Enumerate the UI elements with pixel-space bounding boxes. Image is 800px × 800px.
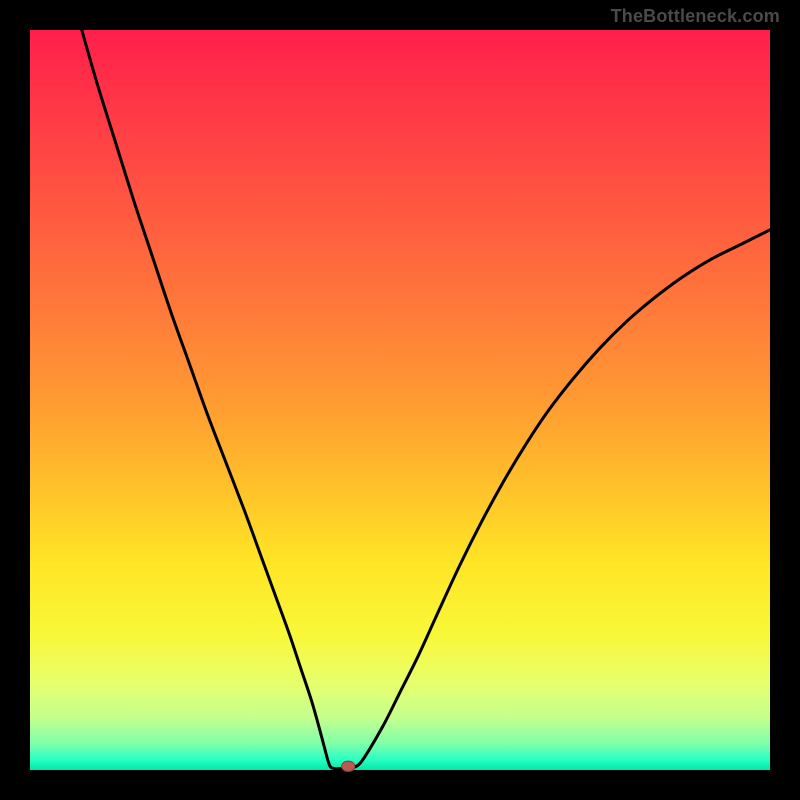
optimum-marker bbox=[342, 761, 355, 771]
bottleneck-chart bbox=[0, 0, 800, 800]
gradient-background bbox=[30, 30, 770, 770]
plot-area bbox=[30, 30, 770, 771]
watermark-text: TheBottleneck.com bbox=[611, 6, 780, 27]
chart-container: TheBottleneck.com bbox=[0, 0, 800, 800]
